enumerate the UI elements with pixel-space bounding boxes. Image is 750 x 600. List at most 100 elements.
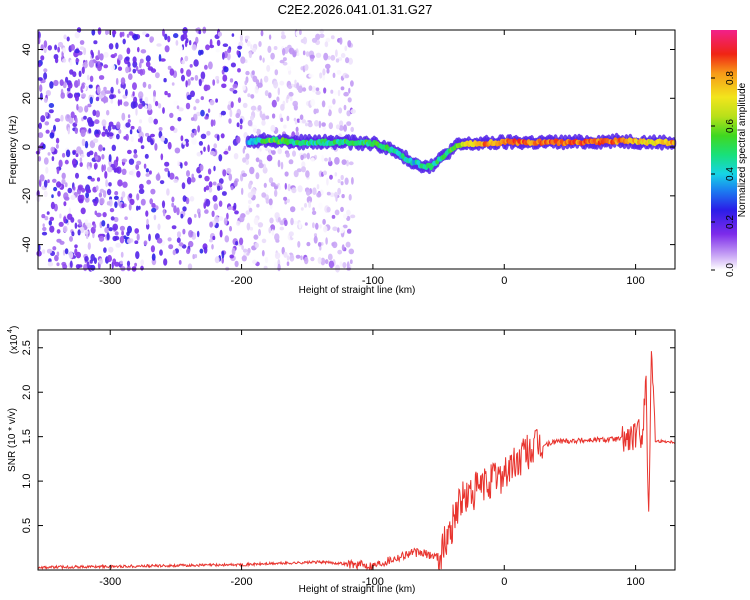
noise-cell	[139, 68, 144, 76]
noise-cell	[80, 153, 85, 158]
noise-cell	[58, 221, 64, 227]
noise-cell	[316, 192, 322, 198]
noise-cell	[330, 89, 334, 94]
noise-cell	[96, 177, 101, 182]
noise-cell	[210, 119, 214, 127]
noise-cell	[254, 242, 259, 249]
noise-cell	[222, 52, 225, 60]
noise-cell	[76, 103, 79, 111]
colorbar-tick-label: 0.0	[725, 263, 736, 277]
noise-cell	[142, 31, 147, 36]
noise-cell	[86, 188, 92, 194]
noise-cell	[206, 130, 211, 136]
noise-cell	[39, 174, 45, 182]
noise-cell	[66, 36, 70, 42]
noise-cell	[329, 192, 335, 198]
noise-cell	[261, 250, 265, 257]
noise-cell	[322, 170, 327, 176]
noise-cell	[86, 74, 90, 81]
noise-cell	[49, 81, 54, 89]
noise-cell	[208, 187, 213, 193]
noise-cell	[145, 173, 150, 177]
noise-cell	[164, 90, 168, 96]
noise-cell	[84, 105, 89, 113]
noise-cell	[190, 117, 195, 121]
noise-cell	[140, 198, 146, 206]
noise-cell	[112, 235, 118, 242]
noise-cell	[251, 47, 257, 53]
noise-cell	[188, 230, 194, 238]
noise-cell	[129, 198, 135, 206]
noise-cell	[125, 56, 130, 61]
noise-cell	[268, 198, 273, 206]
noise-cell	[70, 111, 75, 119]
noise-cell	[288, 159, 294, 165]
noise-cell	[207, 168, 212, 175]
colorbar-tick-label: 0.8	[725, 71, 736, 85]
noise-cell	[103, 86, 107, 92]
noise-cell	[223, 217, 228, 226]
noise-cell	[54, 254, 59, 262]
noise-cell	[176, 207, 180, 216]
noise-cell	[268, 177, 274, 184]
noise-cell	[349, 259, 353, 265]
snr-panel: -300 -200 -100 0 100 0.5 1.0 1.5 2.0 2.5 Height …	[7, 326, 676, 595]
noise-cell	[268, 34, 272, 40]
noise-cell	[334, 191, 338, 198]
noise-cell	[47, 261, 54, 267]
noise-cell	[279, 80, 285, 86]
noise-cell	[121, 112, 126, 121]
x-tick-label: -300	[99, 275, 121, 287]
noise-cell	[277, 217, 281, 223]
noise-cell	[101, 220, 106, 227]
noise-cell	[302, 36, 308, 45]
noise-cell	[44, 216, 49, 221]
noise-cell	[107, 166, 113, 173]
noise-cell	[246, 252, 250, 256]
noise-cell	[247, 192, 253, 199]
noise-cell	[134, 228, 139, 234]
noise-cell	[294, 79, 297, 85]
noise-cell	[182, 206, 187, 212]
noise-cell	[310, 157, 315, 162]
noise-cell	[132, 34, 138, 41]
noise-cell	[164, 33, 168, 41]
noise-cell	[207, 144, 210, 153]
noise-cell	[335, 124, 340, 130]
noise-cell	[228, 173, 233, 181]
noise-cell	[162, 107, 165, 114]
noise-cell	[99, 188, 105, 193]
noise-cell	[295, 126, 299, 133]
noise-cell	[101, 119, 107, 127]
noise-cell	[130, 125, 135, 130]
noise-cell	[73, 164, 77, 168]
noise-cell	[93, 257, 97, 265]
noise-cell	[212, 119, 216, 126]
noise-cell	[182, 228, 186, 235]
noise-cell	[125, 66, 130, 74]
noise-cell	[107, 254, 112, 263]
noise-cell	[50, 146, 55, 152]
noise-cell	[169, 68, 175, 76]
noise-cell	[44, 121, 50, 126]
spectrogram-frame	[37, 29, 676, 270]
noise-cell	[184, 161, 188, 167]
noise-cell	[219, 229, 223, 238]
noise-cell	[328, 122, 333, 130]
noise-cell	[348, 57, 353, 65]
noise-cell	[142, 81, 147, 88]
noise-cell	[69, 59, 73, 66]
noise-cell	[90, 264, 96, 271]
noise-cell	[171, 196, 175, 203]
noise-cell	[299, 29, 302, 36]
noise-cell	[63, 34, 67, 40]
noise-cell	[165, 214, 171, 220]
noise-cell	[192, 254, 195, 260]
noise-cell	[62, 58, 67, 63]
noise-cell	[138, 131, 144, 139]
noise-cell	[115, 42, 119, 50]
noise-cell	[324, 157, 328, 162]
noise-cell	[235, 241, 239, 246]
noise-cell	[153, 90, 156, 98]
noise-cell	[234, 260, 239, 268]
